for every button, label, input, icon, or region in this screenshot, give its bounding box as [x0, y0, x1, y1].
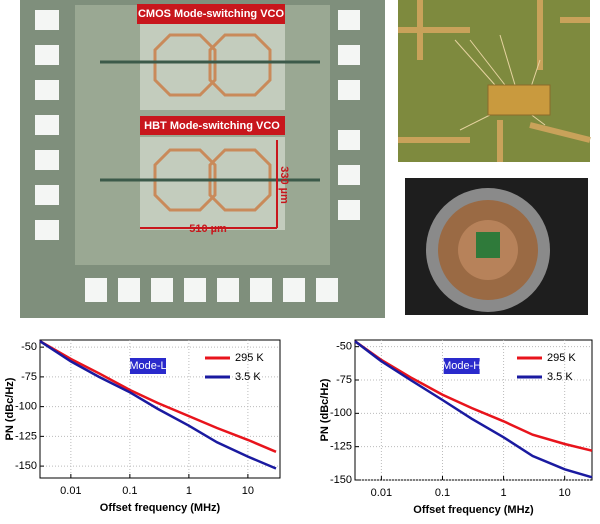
legend-label: 3.5 K: [547, 371, 573, 383]
legend-label: 295 K: [547, 352, 576, 364]
y-tick-label: -100: [330, 407, 352, 419]
y-tick-label: -75: [21, 371, 37, 383]
vco-hbt: [140, 137, 285, 230]
dimension-label: 330 µm: [278, 166, 290, 204]
x-axis-label: Offset frequency (MHz): [100, 502, 221, 514]
inductors: [153, 33, 272, 212]
annotation: Mode-L: [129, 360, 166, 372]
pads: [35, 10, 360, 302]
label-box: [137, 4, 285, 24]
pcb-photo: [398, 0, 591, 162]
y-tick-label: -100: [15, 401, 37, 413]
x-tick-label: 1: [501, 487, 507, 499]
x-tick-label: 10: [242, 485, 254, 497]
y-axis-label: PN (dBc/Hz): [319, 378, 331, 441]
cryostat-photo: [405, 178, 588, 315]
x-tick-label: 0.1: [122, 485, 137, 497]
series-line: [39, 340, 277, 470]
legend-label: 295 K: [235, 352, 264, 364]
vco-cmos: [140, 22, 285, 110]
y-tick-label: -150: [15, 460, 37, 472]
y-tick-label: -125: [330, 441, 352, 453]
series-line: [39, 340, 277, 453]
annotation: Mode-H: [442, 360, 481, 372]
y-tick-label: -50: [21, 341, 37, 353]
legend-label: 3.5 K: [235, 371, 261, 383]
label-box: [140, 116, 285, 135]
x-tick-label: 1: [186, 485, 192, 497]
chip-micrograph: CMOS Mode-switching VCO HBT Mode-switchi…: [20, 0, 385, 318]
x-axis-label: Offset frequency (MHz): [413, 504, 534, 516]
chip-label: HBT Mode-switching VCO: [144, 120, 280, 132]
chip-label: CMOS Mode-switching VCO: [138, 8, 285, 20]
series-line: [354, 340, 593, 479]
y-tick-label: -75: [336, 374, 352, 386]
y-axis-label: PN (dBc/Hz): [4, 377, 16, 440]
x-tick-label: 0.01: [60, 485, 81, 497]
y-tick-label: -150: [330, 474, 352, 486]
x-tick-label: 10: [559, 487, 571, 499]
x-tick-label: 0.01: [371, 487, 392, 499]
series-line: [354, 340, 593, 452]
dimension-label: 510 µm: [189, 223, 227, 235]
y-tick-label: -50: [336, 341, 352, 353]
y-tick-label: -125: [15, 430, 37, 442]
annotation-box: [130, 358, 166, 374]
x-tick-label: 0.1: [435, 487, 450, 499]
annotation-box: [443, 358, 480, 374]
